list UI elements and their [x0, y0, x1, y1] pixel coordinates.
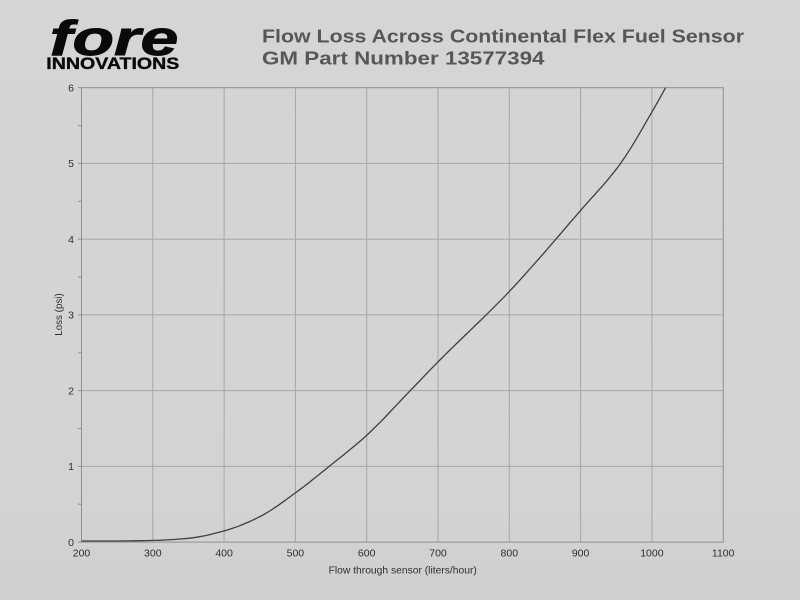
- svg-text:5: 5: [68, 158, 74, 170]
- svg-text:4: 4: [68, 234, 74, 246]
- svg-text:600: 600: [358, 548, 376, 560]
- svg-text:3: 3: [68, 310, 74, 322]
- svg-text:300: 300: [144, 548, 162, 560]
- svg-text:800: 800: [501, 548, 519, 560]
- svg-text:700: 700: [429, 548, 447, 560]
- svg-text:6: 6: [68, 83, 74, 95]
- svg-text:fore: fore: [50, 11, 179, 66]
- svg-text:2: 2: [68, 385, 74, 397]
- svg-text:1100: 1100: [712, 548, 735, 560]
- svg-text:400: 400: [215, 548, 233, 560]
- svg-text:1000: 1000: [640, 548, 664, 560]
- svg-text:Flow through sensor (liters/ho: Flow through sensor (liters/hour): [329, 566, 477, 577]
- svg-text:Flow Loss Across Continental F: Flow Loss Across Continental Flex Fuel S…: [262, 27, 744, 47]
- svg-text:900: 900: [572, 548, 590, 560]
- svg-text:0: 0: [68, 537, 74, 549]
- svg-text:200: 200: [73, 548, 91, 560]
- svg-text:500: 500: [287, 548, 305, 560]
- svg-text:INNOVATIONS: INNOVATIONS: [46, 55, 179, 73]
- svg-text:1: 1: [68, 461, 74, 473]
- svg-text:GM Part Number 13577394: GM Part Number 13577394: [262, 49, 545, 69]
- svg-text:Loss (psi): Loss (psi): [54, 293, 65, 335]
